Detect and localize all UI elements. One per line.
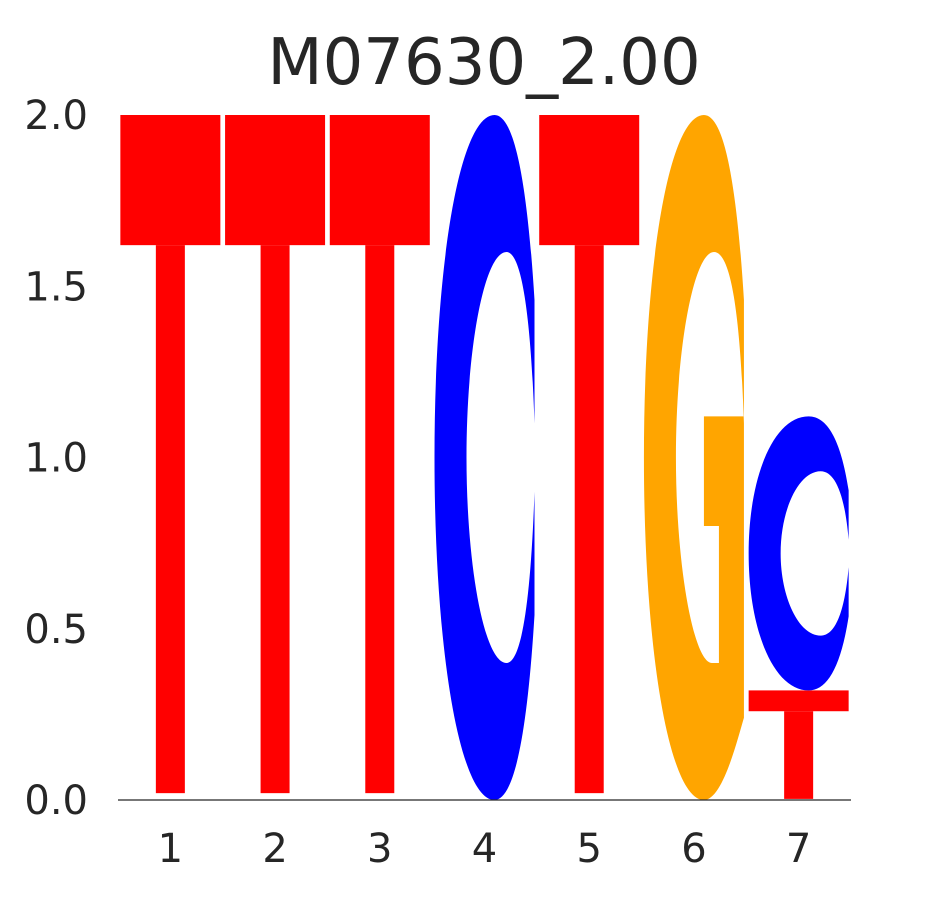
y-tick-label: 1.5 <box>24 264 88 310</box>
x-tick-label: 4 <box>472 826 497 872</box>
x-tick-label: 5 <box>576 826 601 872</box>
y-axis: 0.0 0.5 1.0 1.5 2.0 <box>24 93 88 824</box>
y-tick-label: 0.0 <box>24 778 88 824</box>
letter-T-position-7 <box>748 690 849 799</box>
x-tick-label: 1 <box>158 826 183 872</box>
x-tick-label: 7 <box>786 826 811 872</box>
y-tick-label: 1.0 <box>24 436 88 482</box>
x-axis: 1 2 3 4 5 6 7 <box>158 826 812 872</box>
letter-G-position-6 <box>643 115 744 800</box>
y-tick-label: 2.0 <box>24 93 88 139</box>
letter-C-position-4 <box>434 115 535 800</box>
letter-T-position-3 <box>329 115 430 794</box>
x-tick-label: 6 <box>681 826 706 872</box>
letter-T-position-1 <box>120 115 221 794</box>
x-tick-label: 2 <box>262 826 287 872</box>
letter-C-position-7 <box>748 416 849 691</box>
letter-T-position-2 <box>225 115 326 794</box>
chart-title: M07630_2.00 <box>267 26 700 100</box>
letter-stacks <box>120 115 849 800</box>
letter-T-position-5 <box>539 115 640 794</box>
y-tick-label: 0.5 <box>24 607 88 653</box>
x-tick-label: 3 <box>367 826 392 872</box>
